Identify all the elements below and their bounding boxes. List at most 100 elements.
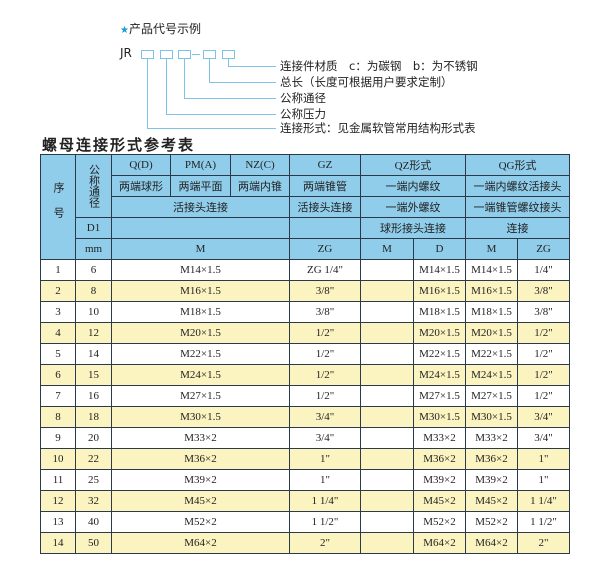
code-prefix: JR <box>120 46 132 60</box>
cell-qzm <box>360 511 414 533</box>
header-end: 一端内螺纹活接头 <box>465 175 571 197</box>
header-type: NZ(C) <box>230 154 290 176</box>
cell-m: M45×2 <box>111 490 290 512</box>
header-d1: D1 <box>75 217 112 239</box>
cell-no: 2 <box>40 280 76 302</box>
cell-zg: 3/8" <box>289 280 361 302</box>
header-conn: 一端外螺纹 <box>359 196 467 218</box>
cell-qzd: M30×1.5 <box>412 406 467 428</box>
table-row: 14 50 M64×2 2" M64×2 M64×2 2" <box>40 532 571 554</box>
nut-connection-table: 序号 公称通径 Q(D) PM(A) NZ(C) GZ QZ形式 QG形式 两端… <box>40 154 571 554</box>
cell-qgm: M16×1.5 <box>465 280 519 302</box>
cell-dn: 32 <box>75 490 112 512</box>
header-unit: D <box>412 238 467 260</box>
cell-dn: 20 <box>75 427 112 449</box>
cell-qzd: M45×2 <box>412 490 467 512</box>
cell-m: M64×2 <box>111 532 290 554</box>
cell-qgm: M45×2 <box>465 490 519 512</box>
example-title-text: 产品代号示例 <box>128 22 201 36</box>
cell-dn: 22 <box>75 448 112 470</box>
cell-zg: 3/8" <box>289 301 361 323</box>
cell-qgzg: 1 1/2" <box>517 511 571 533</box>
table-row: 7 16 M27×1.5 1/2" M27×1.5 M27×1.5 1/2" <box>40 385 571 407</box>
cell-no: 1 <box>40 259 76 281</box>
cell-dn: 18 <box>75 406 112 428</box>
cell-qgzg: 1/2" <box>517 385 571 407</box>
header-mm: mm <box>75 238 112 260</box>
code-box <box>141 50 154 59</box>
cell-qzd: M27×1.5 <box>412 385 467 407</box>
cell-no: 11 <box>40 469 76 491</box>
cell-m: M24×1.5 <box>111 364 290 386</box>
cell-zg: 1/2" <box>289 322 361 344</box>
header-end: 一端内螺纹 <box>359 175 467 197</box>
table-row: 2 8 M16×1.5 3/8" M16×1.5 M16×1.5 3/8" <box>40 280 571 302</box>
cell-no: 14 <box>40 532 76 554</box>
header-conn: 活接头连接 <box>289 196 361 218</box>
header-unit: ZG <box>289 238 361 260</box>
cell-qgzg: 2" <box>517 532 571 554</box>
cell-qzd: M39×2 <box>412 469 467 491</box>
cell-qzm <box>360 448 414 470</box>
table-row: 10 22 M36×2 1" M36×2 M36×2 1" <box>40 448 571 470</box>
cell-qgm: M30×1.5 <box>465 406 519 428</box>
cell-m: M39×2 <box>111 469 290 491</box>
cell-qgzg: 3/8" <box>517 280 571 302</box>
cell-no: 12 <box>40 490 76 512</box>
cell-qzd: M52×2 <box>412 511 467 533</box>
cell-qgzg: 1/2" <box>517 364 571 386</box>
cell-qzm <box>360 322 414 344</box>
cell-qzd: M14×1.5 <box>412 259 467 281</box>
cell-dn: 50 <box>75 532 112 554</box>
header-unit: M <box>465 238 519 260</box>
cell-qzm <box>360 532 414 554</box>
cell-dn: 10 <box>75 301 112 323</box>
cell-dn: 12 <box>75 322 112 344</box>
cell-qzm <box>360 469 414 491</box>
header-empty <box>111 217 290 239</box>
example-title: ★产品代号示例 <box>120 20 201 37</box>
cell-m: M52×2 <box>111 511 290 533</box>
cell-qgzg: 1" <box>517 448 571 470</box>
cell-dn: 40 <box>75 511 112 533</box>
cell-qzm <box>360 301 414 323</box>
cell-no: 5 <box>40 343 76 365</box>
table-row: 13 40 M52×2 1 1/2" M52×2 M52×2 1 1/2" <box>40 511 571 533</box>
cell-m: M14×1.5 <box>111 259 290 281</box>
cell-zg: 1/2" <box>289 343 361 365</box>
header-conn: 活接头连接 <box>111 196 290 218</box>
code-box <box>160 50 173 59</box>
cell-qgzg: 1/2" <box>517 343 571 365</box>
cell-no: 9 <box>40 427 76 449</box>
cell-qgm: M39×2 <box>465 469 519 491</box>
cell-qgm: M14×1.5 <box>465 259 519 281</box>
cell-zg: 1/2" <box>289 385 361 407</box>
cell-qzm <box>360 427 414 449</box>
header-empty <box>289 217 361 239</box>
cell-zg: 1" <box>289 469 361 491</box>
cell-zg: 1" <box>289 448 361 470</box>
code-box <box>222 50 235 59</box>
cell-zg: 3/4" <box>289 406 361 428</box>
header-end: 两端球形 <box>111 175 171 197</box>
code-box <box>203 50 216 59</box>
cell-qgm: M52×2 <box>465 511 519 533</box>
table-row: 6 15 M24×1.5 1/2" M24×1.5 M24×1.5 1/2" <box>40 364 571 386</box>
cell-qgzg: 1" <box>517 469 571 491</box>
header-conn2: 连接 <box>465 217 571 239</box>
header-type: QG形式 <box>465 154 571 176</box>
cell-m: M30×1.5 <box>111 406 290 428</box>
cell-m: M36×2 <box>111 448 290 470</box>
cell-qgm: M64×2 <box>465 532 519 554</box>
table-row: 4 12 M20×1.5 1/2" M20×1.5 M20×1.5 1/2" <box>40 322 571 344</box>
header-conn2: 球形接头连接 <box>359 217 467 239</box>
desc-diameter: 公称通径 <box>280 91 326 105</box>
header-type: PM(A) <box>170 154 231 176</box>
cell-zg: 1 1/2" <box>289 511 361 533</box>
cell-qgzg: 1/2" <box>517 322 571 344</box>
header-end: 两端锥管 <box>289 175 361 197</box>
code-box <box>178 50 191 59</box>
header-unit: M <box>111 238 290 260</box>
header-seq: 序号 <box>40 154 76 260</box>
cell-m: M16×1.5 <box>111 280 290 302</box>
